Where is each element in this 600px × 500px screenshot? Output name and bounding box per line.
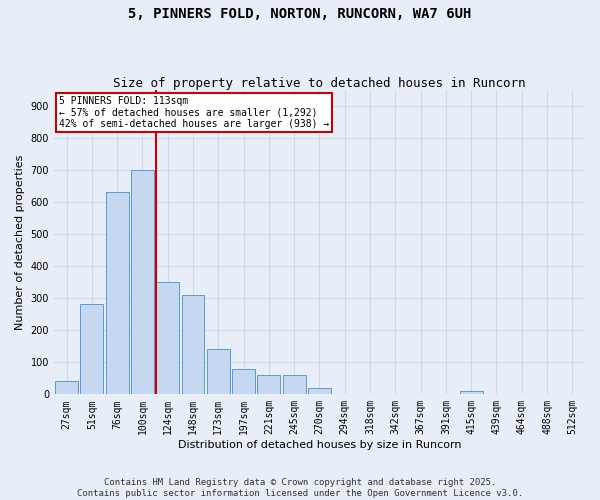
Title: Size of property relative to detached houses in Runcorn: Size of property relative to detached ho…	[113, 76, 526, 90]
Bar	[131, 170, 154, 394]
Bar	[460, 391, 482, 394]
Y-axis label: Number of detached properties: Number of detached properties	[15, 154, 25, 330]
Bar	[182, 295, 205, 394]
Bar	[308, 388, 331, 394]
Bar	[257, 375, 280, 394]
Bar	[283, 375, 305, 394]
Bar	[207, 350, 230, 395]
Text: 5 PINNERS FOLD: 113sqm
← 57% of detached houses are smaller (1,292)
42% of semi-: 5 PINNERS FOLD: 113sqm ← 57% of detached…	[59, 96, 329, 129]
Text: 5, PINNERS FOLD, NORTON, RUNCORN, WA7 6UH: 5, PINNERS FOLD, NORTON, RUNCORN, WA7 6U…	[128, 8, 472, 22]
Bar	[80, 304, 103, 394]
Bar	[106, 192, 128, 394]
Bar	[55, 382, 78, 394]
Bar	[232, 368, 255, 394]
Text: Contains HM Land Registry data © Crown copyright and database right 2025.
Contai: Contains HM Land Registry data © Crown c…	[77, 478, 523, 498]
X-axis label: Distribution of detached houses by size in Runcorn: Distribution of detached houses by size …	[178, 440, 461, 450]
Bar	[157, 282, 179, 395]
